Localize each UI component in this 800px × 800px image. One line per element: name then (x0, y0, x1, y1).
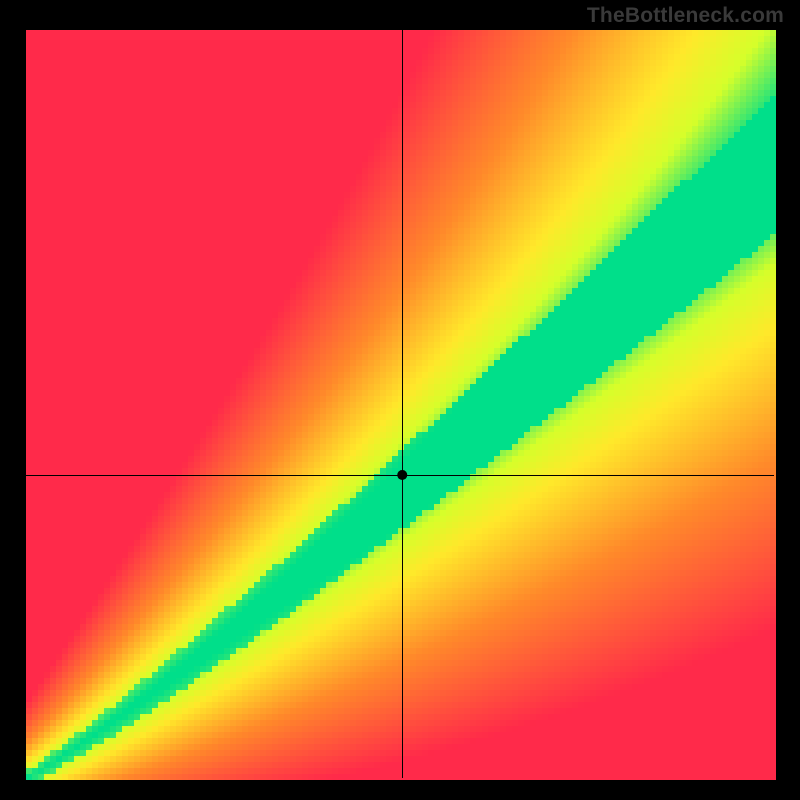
bottleneck-heatmap (0, 0, 800, 800)
chart-container: { "watermark": { "text": "TheBottleneck.… (0, 0, 800, 800)
watermark-text: TheBottleneck.com (587, 4, 784, 28)
